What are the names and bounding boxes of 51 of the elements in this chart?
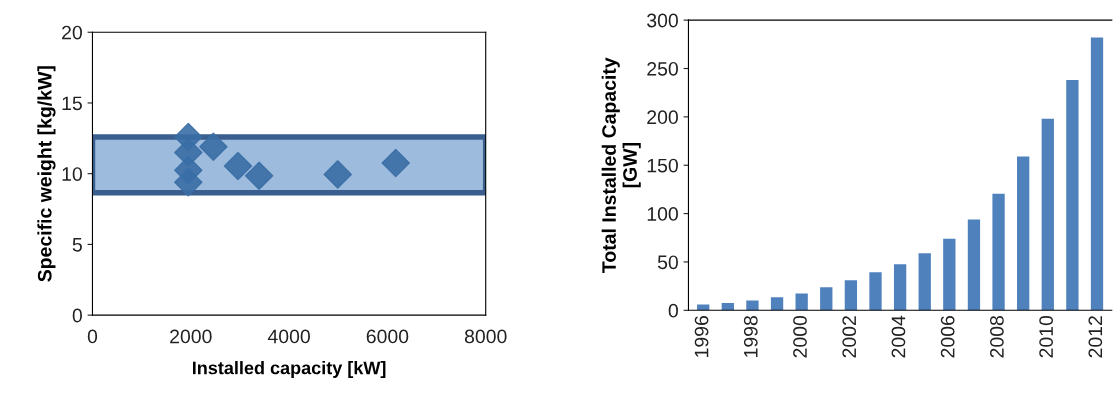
bar — [918, 253, 931, 311]
x-tick-label: 2000 — [793, 315, 807, 358]
bar — [844, 280, 858, 311]
x-tick-label: 2004 — [891, 315, 906, 358]
y-tick-label: 300 — [647, 13, 678, 28]
point — [199, 132, 228, 162]
x-tick-label: 6000 — [366, 329, 409, 344]
x-tick-label: 2012 — [1088, 316, 1103, 358]
y-tick-label: 0 — [668, 303, 678, 318]
x-tick-label: 2006 — [940, 316, 955, 358]
bar — [746, 300, 759, 311]
y-tick-label: 15 — [62, 96, 82, 111]
point — [223, 151, 253, 181]
x-tick-label: 4000 — [267, 329, 310, 344]
y-tick-label: 5 — [72, 238, 82, 252]
bar — [820, 287, 833, 311]
y-tick-label: 50 — [657, 255, 678, 270]
bar — [943, 238, 956, 311]
bar — [770, 297, 784, 311]
x-tick-label: 2008 — [990, 316, 1004, 358]
point — [323, 160, 352, 189]
x-tick-label: 8000 — [464, 329, 507, 344]
bar — [869, 272, 882, 311]
x-tick-label: 1998 — [743, 316, 758, 357]
y-axis-title: Specific weight [kg/kW] — [37, 66, 56, 282]
point — [244, 161, 274, 191]
x-tick-label: 1996 — [694, 316, 709, 357]
point — [174, 167, 203, 197]
x-axis-title: Installed capacity [kW] — [192, 361, 386, 378]
bar — [795, 293, 808, 311]
x-tick-label: 2010 — [1039, 315, 1053, 358]
bar — [1017, 156, 1030, 311]
bar — [992, 193, 1005, 311]
bar — [967, 219, 981, 311]
y-tick-label: 150 — [647, 158, 678, 173]
y-tick-label: 10 — [62, 167, 82, 181]
x-tick-label: 2000 — [170, 329, 212, 344]
bar — [893, 264, 907, 311]
bar — [1066, 80, 1079, 311]
x-tick-label: 0 — [87, 329, 98, 344]
point — [381, 148, 410, 178]
bar — [1090, 37, 1104, 311]
bar — [721, 302, 734, 311]
bar — [697, 304, 710, 311]
y-tick-label: 200 — [647, 110, 678, 125]
y-tick-label: 20 — [62, 25, 82, 40]
y-tick-label: 100 — [647, 207, 678, 221]
bar — [1041, 118, 1054, 311]
y-axis-title: Total Installed Capacity [GW] — [601, 57, 641, 273]
x-tick-label: 2002 — [842, 316, 857, 358]
y-tick-label: 250 — [647, 61, 678, 76]
